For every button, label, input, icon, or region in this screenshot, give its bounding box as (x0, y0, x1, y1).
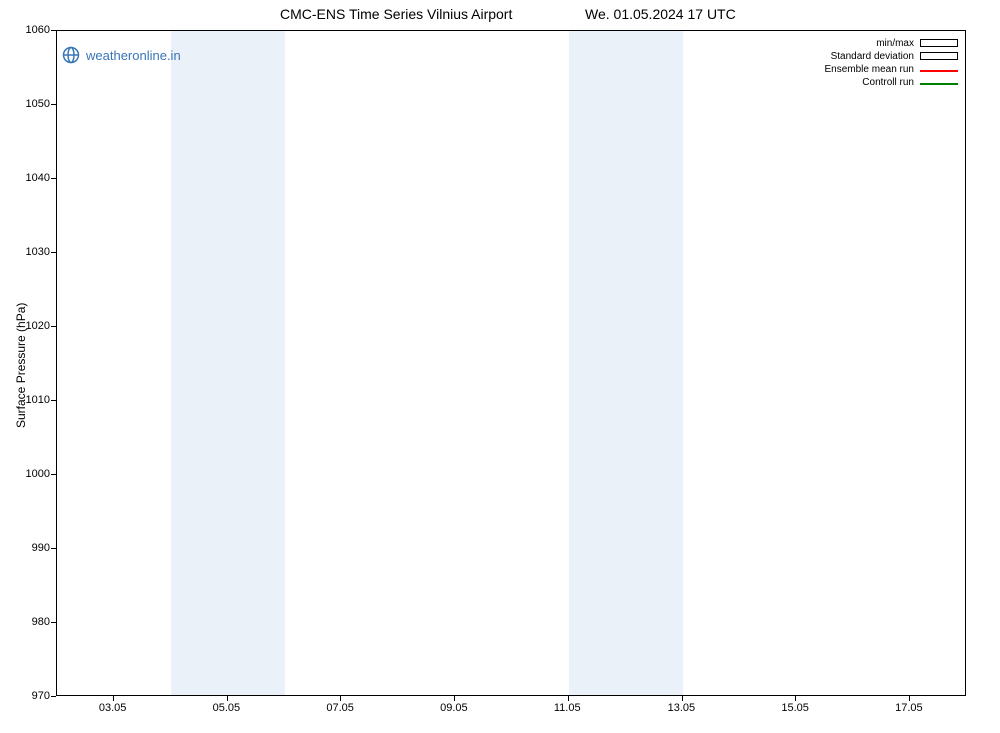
chart-title-right: We. 01.05.2024 17 UTC (585, 6, 736, 22)
weekend-band (569, 31, 683, 695)
y-tick-mark (51, 696, 56, 697)
x-tick-label: 07.05 (326, 702, 354, 714)
watermark-text: weatheronline.in (86, 48, 181, 63)
legend-swatch (920, 70, 958, 72)
x-tick-label: 03.05 (99, 702, 127, 714)
y-tick-label: 990 (32, 542, 50, 554)
legend-swatch (920, 83, 958, 85)
x-tick-mark (909, 696, 910, 701)
x-tick-label: 09.05 (440, 702, 468, 714)
y-tick-mark (51, 104, 56, 105)
x-tick-label: 13.05 (668, 702, 696, 714)
x-tick-label: 05.05 (213, 702, 241, 714)
y-tick-label: 1000 (26, 468, 50, 480)
y-tick-mark (51, 622, 56, 623)
legend-item-label: min/max (876, 38, 914, 49)
legend-swatch (920, 39, 958, 47)
x-tick-label: 11.05 (554, 702, 581, 714)
y-tick-mark (51, 326, 56, 327)
legend-item-label: Controll run (862, 77, 914, 88)
chart-title-left: CMC-ENS Time Series Vilnius Airport (280, 6, 512, 22)
watermark: weatheronline.in (62, 46, 181, 64)
x-tick-label: 15.05 (781, 702, 809, 714)
y-tick-label: 980 (32, 616, 50, 628)
x-tick-mark (113, 696, 114, 701)
y-tick-mark (51, 400, 56, 401)
y-tick-mark (51, 474, 56, 475)
y-tick-mark (51, 178, 56, 179)
y-axis-label: Surface Pressure (hPa) (14, 303, 28, 428)
legend-item-label: Standard deviation (831, 51, 914, 62)
y-tick-label: 970 (32, 690, 50, 702)
x-tick-mark (682, 696, 683, 701)
y-tick-label: 1060 (26, 24, 50, 36)
y-tick-label: 1040 (26, 172, 50, 184)
legend-item-label: Ensemble mean run (825, 64, 915, 75)
x-tick-mark (227, 696, 228, 701)
y-tick-label: 1030 (26, 246, 50, 258)
legend-swatch (920, 52, 958, 60)
y-tick-label: 1010 (26, 394, 50, 406)
x-tick-label: 17.05 (895, 702, 923, 714)
y-tick-mark (51, 252, 56, 253)
y-tick-label: 1020 (26, 320, 50, 332)
weekend-band (171, 31, 285, 695)
x-tick-mark (340, 696, 341, 701)
x-tick-mark (568, 696, 569, 701)
y-tick-label: 1050 (26, 98, 50, 110)
globe-icon (62, 46, 80, 64)
plot-area (56, 30, 966, 696)
x-tick-mark (454, 696, 455, 701)
y-tick-mark (51, 30, 56, 31)
x-tick-mark (795, 696, 796, 701)
y-tick-mark (51, 548, 56, 549)
